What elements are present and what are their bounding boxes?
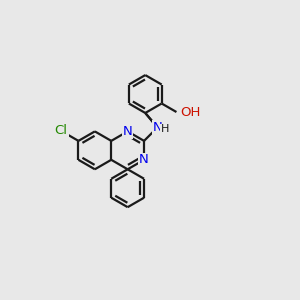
Text: OH: OH	[181, 106, 201, 118]
Text: N: N	[139, 153, 149, 166]
Text: N: N	[123, 125, 133, 138]
Text: N: N	[153, 121, 162, 134]
Text: H: H	[161, 124, 170, 134]
Text: Cl: Cl	[55, 124, 68, 137]
